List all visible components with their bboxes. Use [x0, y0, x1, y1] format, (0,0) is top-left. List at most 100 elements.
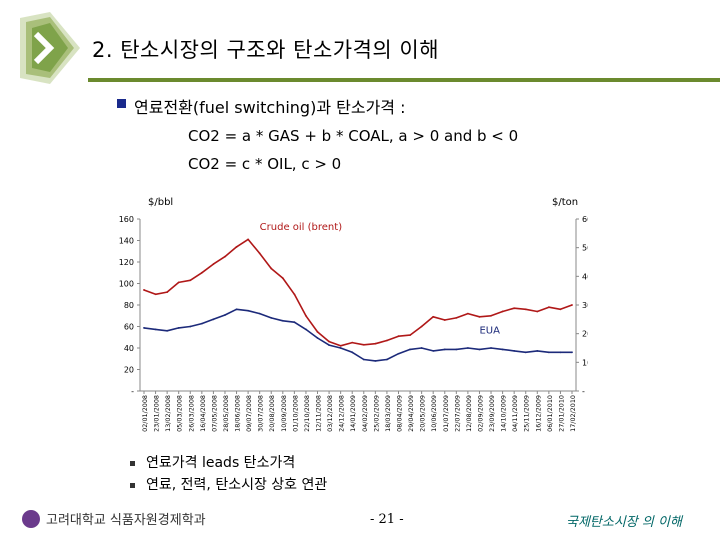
section-heading: 연료전환(fuel switching)과 탄소가격 :: [134, 98, 406, 117]
x-tick-label: 10/06/2009: [430, 395, 438, 432]
data-point: [547, 306, 550, 309]
left-tick-label: 20: [124, 366, 134, 375]
x-tick-label: 16/04/2008: [199, 395, 207, 432]
data-point: [200, 322, 203, 325]
data-point: [490, 314, 492, 317]
equation-2: CO2 = c * OIL, c > 0: [188, 155, 342, 173]
data-point: [258, 312, 261, 315]
left-tick-label: 140: [119, 237, 134, 246]
data-point: [571, 304, 573, 306]
data-point: [247, 238, 250, 241]
data-point: [513, 307, 516, 310]
data-point: [420, 347, 423, 349]
left-tick-label: 80: [124, 301, 134, 310]
x-tick-label: 02/09/2009: [476, 395, 484, 432]
x-tick-label: 12/11/2008: [315, 395, 323, 432]
data-point: [420, 325, 423, 328]
x-tick-label: 08/04/2009: [395, 395, 403, 432]
right-tick-label: -: [582, 387, 585, 396]
bullet-item: 연료가격 leads 탄소가격: [128, 452, 327, 474]
data-point: [351, 351, 354, 354]
x-tick-label: 26/03/2008: [187, 395, 195, 432]
x-tick-label: 25/02/2009: [372, 395, 380, 432]
series-line-eua: [143, 308, 572, 362]
data-point: [258, 252, 261, 255]
data-point: [281, 277, 284, 280]
left-tick-label: 160: [119, 215, 134, 224]
data-point: [443, 348, 446, 351]
x-tick-label: 23/09/2009: [488, 395, 496, 432]
data-point: [281, 319, 284, 322]
data-point: [559, 308, 562, 311]
x-tick-label: 22/07/2009: [453, 395, 461, 432]
series-label-crude-oil: Crude oil (brent): [260, 222, 343, 233]
data-point: [189, 325, 192, 328]
data-point: [166, 329, 169, 332]
data-point: [177, 327, 180, 329]
data-point: [501, 310, 504, 313]
data-point: [386, 358, 388, 361]
left-tick-label: 100: [119, 280, 134, 289]
x-tick-label: 30/07/2008: [257, 395, 265, 432]
data-point: [443, 319, 446, 321]
data-point: [166, 291, 169, 293]
data-point: [455, 317, 458, 319]
data-point: [224, 255, 226, 258]
x-tick-label: 16/12/2009: [534, 395, 542, 432]
x-tick-label: 23/01/2008: [153, 395, 161, 432]
data-point: [224, 314, 226, 316]
x-tick-label: 04/11/2009: [511, 395, 519, 432]
data-point: [270, 267, 273, 270]
data-point: [143, 289, 145, 291]
page-number: - 21 -: [370, 512, 404, 527]
data-point: [374, 360, 377, 362]
data-point: [247, 309, 250, 312]
data-point: [501, 348, 504, 351]
x-tick-label: 27/01/2010: [557, 395, 565, 432]
data-point: [328, 344, 330, 347]
data-point: [466, 347, 469, 349]
data-point: [316, 337, 319, 339]
data-point: [212, 263, 215, 266]
data-point: [409, 348, 411, 351]
x-tick-label: 10/09/2008: [280, 395, 288, 432]
x-tick-label: 25/11/2009: [523, 395, 531, 432]
left-tick-label: 40: [124, 344, 134, 353]
data-point: [478, 348, 481, 351]
x-tick-label: 09/07/2008: [245, 395, 253, 432]
x-tick-label: 22/10/2008: [303, 395, 311, 432]
data-point: [409, 334, 411, 336]
title-rule: [88, 78, 720, 82]
data-point: [397, 352, 400, 355]
data-point: [154, 293, 157, 296]
x-tick-label: 20/05/2009: [419, 395, 427, 432]
left-tick-label: 60: [124, 323, 134, 332]
bullet-square-icon: [117, 99, 126, 108]
data-point: [143, 327, 145, 329]
data-point: [374, 342, 377, 345]
x-tick-label: 14/10/2009: [500, 395, 508, 432]
right-tick-label: 60: [582, 215, 588, 224]
x-tick-label: 03/12/2008: [326, 395, 334, 432]
data-point: [455, 348, 458, 351]
x-tick-label: 13/02/2008: [164, 395, 172, 432]
data-point: [154, 328, 157, 331]
left-tick-label: 120: [119, 258, 134, 267]
data-point: [305, 328, 307, 331]
equation-1: CO2 = a * GAS + b * COAL, a > 0 and b < …: [188, 127, 519, 145]
left-tick-label: -: [131, 387, 134, 396]
series-label-eua: EUA: [479, 326, 500, 337]
university-emblem-icon: [22, 509, 40, 528]
data-point: [536, 310, 539, 313]
x-tick-label: 01/07/2009: [442, 395, 450, 432]
left-axis-unit: $/bbl: [148, 197, 173, 208]
x-tick-label: 04/02/2009: [361, 395, 369, 432]
data-point: [490, 347, 492, 349]
data-point: [212, 318, 215, 321]
data-point: [339, 347, 342, 349]
x-tick-label: 07/05/2008: [210, 395, 218, 432]
x-tick-label: 14/01/2009: [349, 395, 357, 432]
data-point: [513, 349, 516, 352]
right-tick-label: 30: [582, 301, 588, 310]
data-point: [524, 351, 527, 354]
